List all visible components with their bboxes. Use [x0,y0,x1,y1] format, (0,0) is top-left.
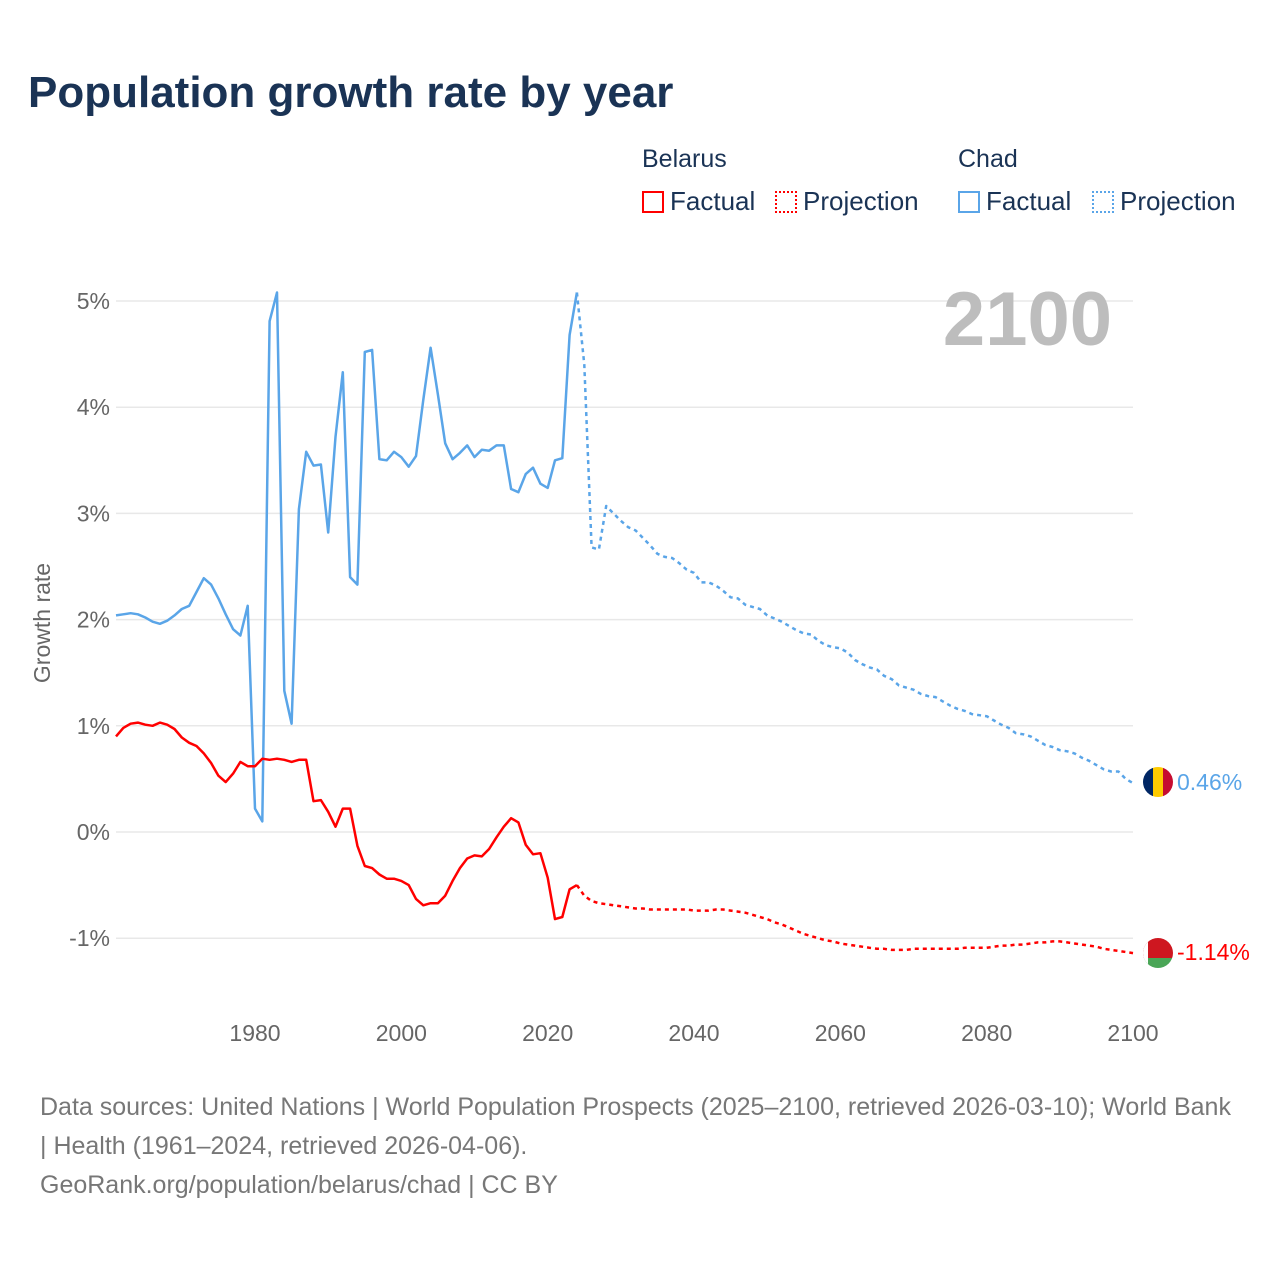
y-tick-label: 0% [77,819,110,845]
x-tick-label: 2020 [522,1020,573,1046]
legend-label: Projection [803,186,919,216]
x-tick-label: 2080 [961,1020,1012,1046]
x-tick-label: 2060 [815,1020,866,1046]
y-tick-label: 4% [77,394,110,420]
chad-projection-line [575,292,1134,785]
footer: Data sources: United Nations | World Pop… [40,1088,1240,1205]
belarus-end-label: -1.14% [1177,939,1250,965]
legend-chad-factual[interactable]: Factual [958,186,1071,217]
legend-belarus-factual[interactable]: Factual [642,186,755,217]
belarus-flag-icon [1143,938,1173,968]
x-tick-label: 1980 [229,1020,280,1046]
credit-link[interactable]: GeoRank.org/population/belarus/chad | CC… [40,1171,558,1199]
legend-swatch [642,190,664,213]
legend-chad-heading: Chad [958,145,1018,173]
x-tick-label: 2000 [376,1020,427,1046]
legend-swatch [1092,190,1114,213]
legend-belarus-projection[interactable]: Projection [775,186,919,217]
y-tick-label: -1% [69,925,110,951]
page-title: Population growth rate by year [28,68,674,117]
x-tick-label: 2040 [668,1020,719,1046]
legend-swatch [775,190,797,213]
legend-label: Factual [670,186,756,216]
y-tick-label: 5% [77,288,110,314]
belarus-projection-line [575,884,1134,955]
legend-chad-projection[interactable]: Projection [1092,186,1236,217]
x-tick-label: 2100 [1107,1020,1158,1046]
y-axis-label: Growth rate [29,563,55,683]
y-tick-label: 2% [77,607,110,633]
chad-end-label: 0.46% [1177,769,1242,795]
legend-label: Factual [986,186,1072,216]
legend-swatch [958,190,980,213]
legend-label: Projection [1120,186,1236,216]
legend-belarus-heading: Belarus [642,145,727,173]
y-tick-label: 1% [77,713,110,739]
chad-flag-icon [1143,767,1173,797]
belarus-factual-line [115,721,578,921]
y-tick-label: 3% [77,500,110,526]
data-sources: Data sources: United Nations | World Pop… [40,1093,1231,1160]
chad-factual-line [115,291,579,823]
year-label: 2100 [942,277,1112,362]
